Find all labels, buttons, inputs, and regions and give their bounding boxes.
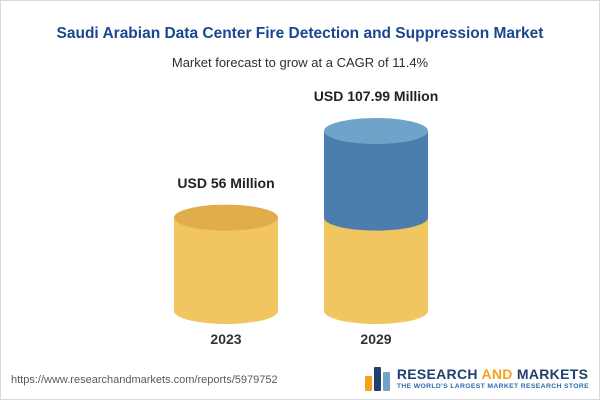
cylinder-2023-body xyxy=(174,217,278,311)
logo-word-markets: MARKETS xyxy=(516,366,589,383)
year-label-2029: 2029 xyxy=(360,331,392,347)
cylinder-bar-chart xyxy=(174,118,428,324)
value-label-2023: USD 56 Million xyxy=(177,174,275,191)
cylinder-2029-growth-top xyxy=(324,118,428,144)
research-and-markets-logo: RESEARCH AND MARKETS THE WORLD'S LARGEST… xyxy=(364,367,589,391)
research-and-markets-logo-icon xyxy=(364,367,391,391)
logo-bar-icon xyxy=(382,372,390,391)
cylinder-2023-top xyxy=(174,204,278,231)
page-subtitle: Market forecast to grow at a CAGR of 11.… xyxy=(171,55,429,70)
year-label-2023: 2023 xyxy=(210,331,242,347)
page-title: Saudi Arabian Data Center Fire Detection… xyxy=(56,25,544,42)
logo-bar-icon xyxy=(373,367,381,391)
logo-word-research: RESEARCH xyxy=(396,366,478,383)
cylinder-2029-base-body xyxy=(324,217,428,311)
cylinder-2029-growth-body xyxy=(324,131,428,218)
logo-title: RESEARCH AND MARKETS xyxy=(397,367,588,381)
logo-text: RESEARCH AND MARKETS THE WORLD'S LARGEST… xyxy=(397,367,589,391)
logo-word-and: AND xyxy=(481,366,513,383)
logo-bar-icon xyxy=(364,376,372,391)
source-url[interactable]: https://www.researchandmarkets.com/repor… xyxy=(11,374,278,386)
logo-tagline: THE WORLD'S LARGEST MARKET RESEARCH STOR… xyxy=(396,383,589,391)
value-label-2029: USD 107.99 Million xyxy=(313,88,439,104)
